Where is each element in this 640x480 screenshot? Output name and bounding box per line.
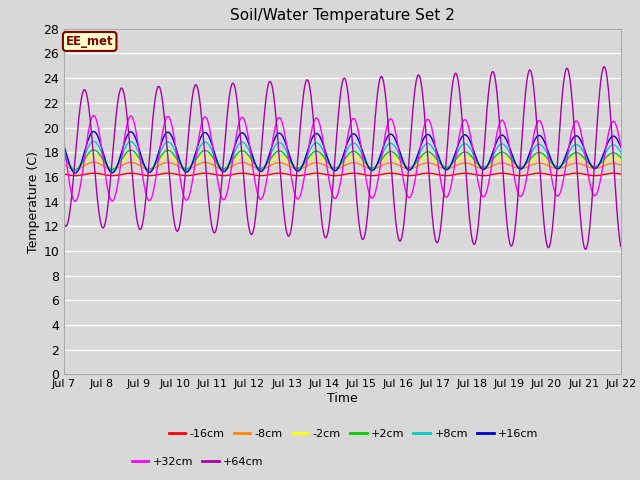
X-axis label: Time: Time — [327, 392, 358, 405]
Legend: +32cm, +64cm: +32cm, +64cm — [127, 453, 268, 471]
Title: Soil/Water Temperature Set 2: Soil/Water Temperature Set 2 — [230, 9, 455, 24]
Text: EE_met: EE_met — [66, 35, 113, 48]
Y-axis label: Temperature (C): Temperature (C) — [28, 151, 40, 252]
